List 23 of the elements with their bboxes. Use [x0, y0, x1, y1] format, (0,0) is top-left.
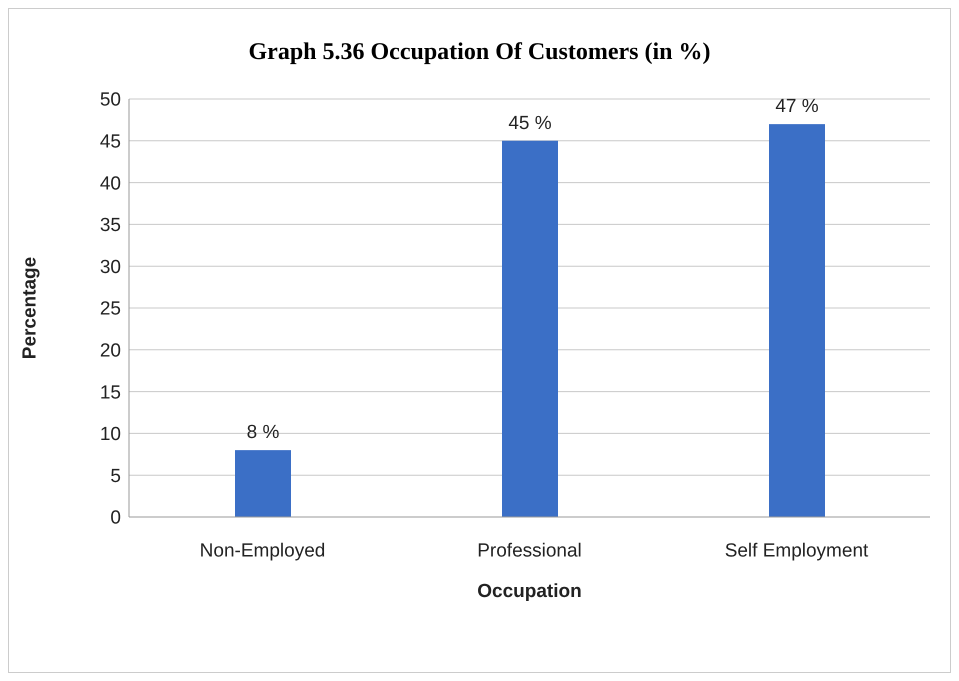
y-tick-label: 30 [100, 256, 121, 278]
y-tick-label: 40 [100, 173, 121, 194]
y-tick-label: 10 [100, 424, 121, 446]
y-tick-label: 35 [100, 215, 121, 236]
y-tick-label: 25 [100, 298, 121, 320]
y-tick-label: 45 [100, 132, 121, 153]
x-tick-label: Non-Employed [200, 540, 326, 562]
y-tick-label: 5 [110, 466, 121, 487]
data-label: 8 % [246, 422, 280, 444]
bar [769, 124, 825, 517]
bar [502, 140, 558, 517]
y-tick-label: 20 [100, 340, 121, 362]
chart-title: Graph 5.36 Occupation Of Customers (in %) [248, 39, 712, 66]
y-tick-label: 15 [100, 382, 121, 404]
x-axis-title: Occupation [477, 581, 582, 602]
data-label: 47 % [775, 96, 819, 118]
bar [235, 450, 291, 517]
data-label: 45 % [508, 112, 552, 134]
y-tick-label: 50 [100, 90, 121, 111]
y-axis-title: Percentage [20, 256, 41, 360]
x-tick-label: Professional [477, 540, 582, 562]
y-tick-label: 0 [110, 508, 121, 529]
x-tick-label: Self Employment [724, 540, 870, 562]
